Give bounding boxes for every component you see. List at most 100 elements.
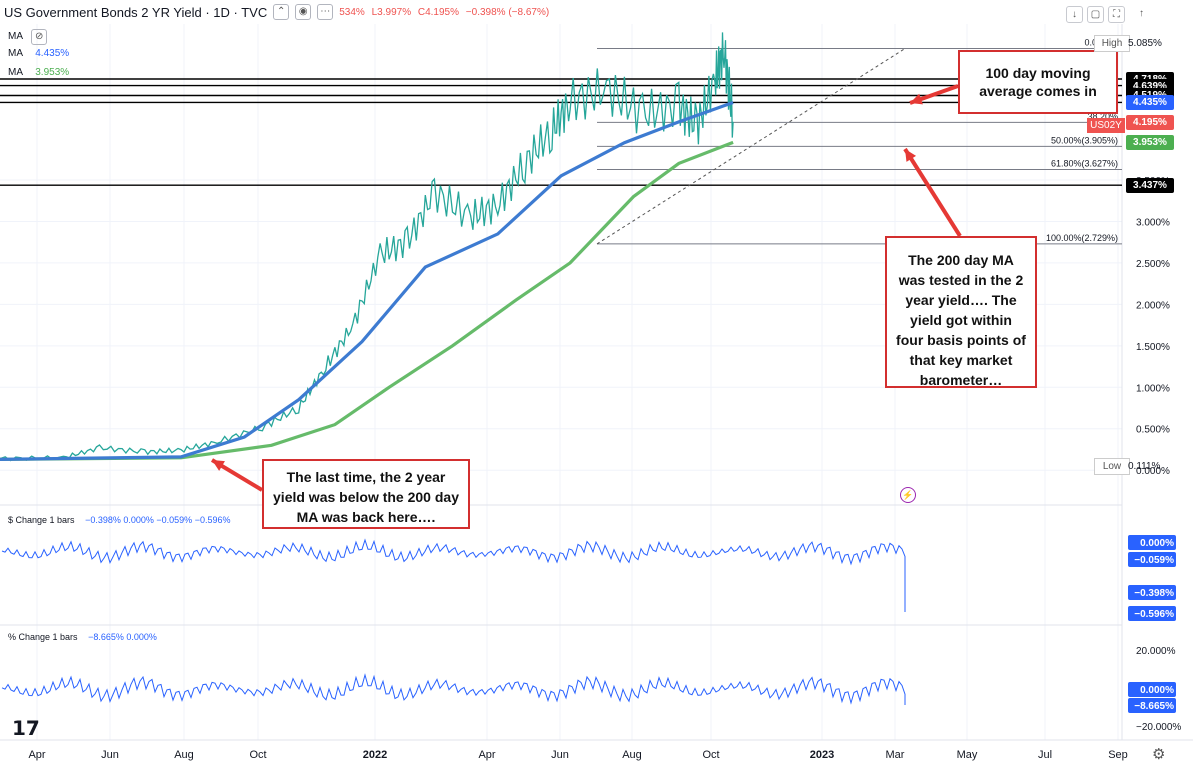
price-tag: 4.435%	[1126, 95, 1174, 111]
price-tick-label: 1.500%	[1136, 342, 1170, 353]
time-tick-label: 2022	[363, 749, 387, 761]
arrow-ma200-head	[905, 149, 917, 162]
fib-trend-line	[596, 48, 906, 245]
dollar-pane-title: $ Change 1 bars	[8, 515, 75, 525]
arrow-last-time-head	[212, 460, 225, 471]
dollar-change-tick: 0.000%	[1140, 538, 1174, 549]
ma100-value: 4.435%	[35, 48, 70, 59]
pct-change-tag	[1128, 698, 1176, 713]
high-value: 5.085%	[1128, 38, 1162, 49]
time-tick-label: Apr	[478, 749, 495, 761]
ma100-line	[0, 100, 734, 461]
dollar-change-tick: −0.059%	[1134, 555, 1174, 566]
dollar-pane-value: 0.000%	[123, 515, 154, 525]
time-tick-label: Apr	[28, 749, 45, 761]
dollar-pane-value: −0.059%	[156, 515, 193, 525]
dollar-change-tag	[1128, 535, 1176, 550]
collapse-icon[interactable]: ⌃	[273, 4, 290, 20]
header-value: C4.195%	[417, 6, 460, 18]
time-tick-label: May	[957, 749, 978, 761]
ma-label: MA	[8, 48, 23, 59]
time-tick-label: Jun	[101, 749, 119, 761]
ma-legend-row[interactable]: MA 3.953%	[8, 67, 69, 78]
chart-series	[0, 32, 734, 462]
low-value: 0.111%	[1128, 461, 1161, 472]
dollar-change-tick: −0.398%	[1134, 588, 1174, 599]
pct-change-tick: −8.665%	[1134, 701, 1174, 712]
pct-pane-value: −8.665%	[88, 632, 124, 642]
gear-icon[interactable]: ⚙	[1152, 746, 1166, 763]
eye-icon[interactable]: ◉	[295, 4, 312, 20]
fib-label: 61.80%(3.627%)	[1051, 158, 1118, 168]
move-up-icon[interactable]: ↑	[1139, 8, 1144, 19]
eye-off-icon[interactable]: ⊘	[31, 29, 48, 45]
ma-label: MA	[8, 67, 23, 78]
price-tick-label: 2.500%	[1136, 259, 1170, 270]
dollar-change-tag	[1128, 585, 1176, 600]
fib-label: 50.00%(3.905%)	[1051, 135, 1118, 145]
price-tag: 3.437%	[1126, 178, 1174, 194]
chart-grid	[0, 24, 1193, 741]
dollar-pane-value: −0.398%	[85, 515, 121, 525]
low-label: Low	[1094, 458, 1130, 475]
header-value: −0.398% (−8.67%)	[465, 6, 550, 18]
time-tick-label: Jul	[1038, 749, 1052, 761]
change-panes: 0.000% −0.059% −0.398% −0.596% 20.000% 0.000%…	[1, 535, 1181, 733]
ma-legend-row[interactable]: MA ⊘	[8, 29, 48, 45]
ma200-line	[0, 140, 734, 461]
price-tick-label: 1.000%	[1136, 383, 1170, 394]
time-tick-label: Sep	[1108, 749, 1128, 761]
dollar-pane-value: −0.596%	[194, 515, 231, 525]
chart-title: US Government Bonds 2 YR Yield · 1D · TV…	[4, 4, 268, 20]
dollar-pane-legend: $ Change 1 bars −0.398% 0.000% −0.059% −…	[8, 515, 230, 525]
time-tick-label: Oct	[702, 749, 719, 761]
annotation-ma100: 100 day moving average comes in	[958, 50, 1118, 114]
pct-change-tick: −20.000%	[1136, 722, 1181, 733]
price-tick-label: 0.500%	[1136, 425, 1170, 436]
header-value: 534%	[339, 6, 365, 18]
annotation-ma200: The 200 day MA was tested in the 2 year …	[885, 236, 1037, 388]
lightning-icon[interactable]: ⚡	[900, 487, 916, 503]
restore-icon[interactable]: ▢	[1087, 6, 1104, 23]
pct-change-tag	[1128, 682, 1176, 697]
scroll-down-icon[interactable]: ↓	[1066, 6, 1083, 23]
chart-header: US Government Bonds 2 YR Yield · 1D · TV…	[4, 4, 553, 20]
fullscreen-icon[interactable]: ⛶	[1108, 6, 1125, 23]
price-tick-label: 0.000%	[1136, 466, 1170, 477]
fib-label: 100.00%(2.729%)	[1046, 233, 1118, 243]
time-tick-label: Aug	[174, 749, 194, 761]
annotation-last-time: The last time, the 2 year yield was belo…	[262, 459, 470, 529]
yield-line	[0, 32, 734, 462]
dollar-change-tick: −0.596%	[1134, 609, 1174, 620]
pct-change-tick: 20.000%	[1136, 646, 1176, 657]
pct-change-line	[1, 673, 906, 705]
price-tick-label: 2.000%	[1136, 300, 1170, 311]
ma-legend-row[interactable]: MA 4.435%	[8, 48, 69, 59]
ma-label: MA	[8, 31, 23, 42]
price-tick-label: 3.000%	[1136, 217, 1170, 228]
header-value: L3.997%	[371, 6, 412, 18]
annotation-arrows	[210, 84, 962, 492]
pct-pane-title: % Change 1 bars	[8, 632, 78, 642]
settings-icon[interactable]: ⋯	[317, 4, 334, 20]
tradingview-logo: 𝟭𝟳	[12, 718, 40, 740]
pct-pane-legend: % Change 1 bars −8.665% 0.000%	[8, 632, 157, 642]
arrow-ma100-head	[910, 93, 923, 105]
pct-pane-value: 0.000%	[126, 632, 157, 642]
ma200-value: 3.953%	[35, 67, 70, 78]
price-tag: 3.953%	[1126, 135, 1174, 151]
high-label: High	[1094, 35, 1130, 52]
time-tick-label: Oct	[249, 749, 266, 761]
time-tick-label: Jun	[551, 749, 569, 761]
dollar-change-tag	[1128, 552, 1176, 567]
symbol-tag: US02Y	[1087, 118, 1125, 133]
time-tick-label: 2023	[810, 749, 834, 761]
price-tag: 4.195%	[1126, 115, 1174, 131]
pct-change-tick: 0.000%	[1140, 685, 1174, 696]
time-tick-label: Mar	[886, 749, 905, 761]
dollar-change-line	[1, 538, 906, 612]
arrow-ma200	[903, 147, 962, 238]
time-tick-label: Aug	[622, 749, 642, 761]
fib-label: 38.20%	[1087, 111, 1118, 121]
